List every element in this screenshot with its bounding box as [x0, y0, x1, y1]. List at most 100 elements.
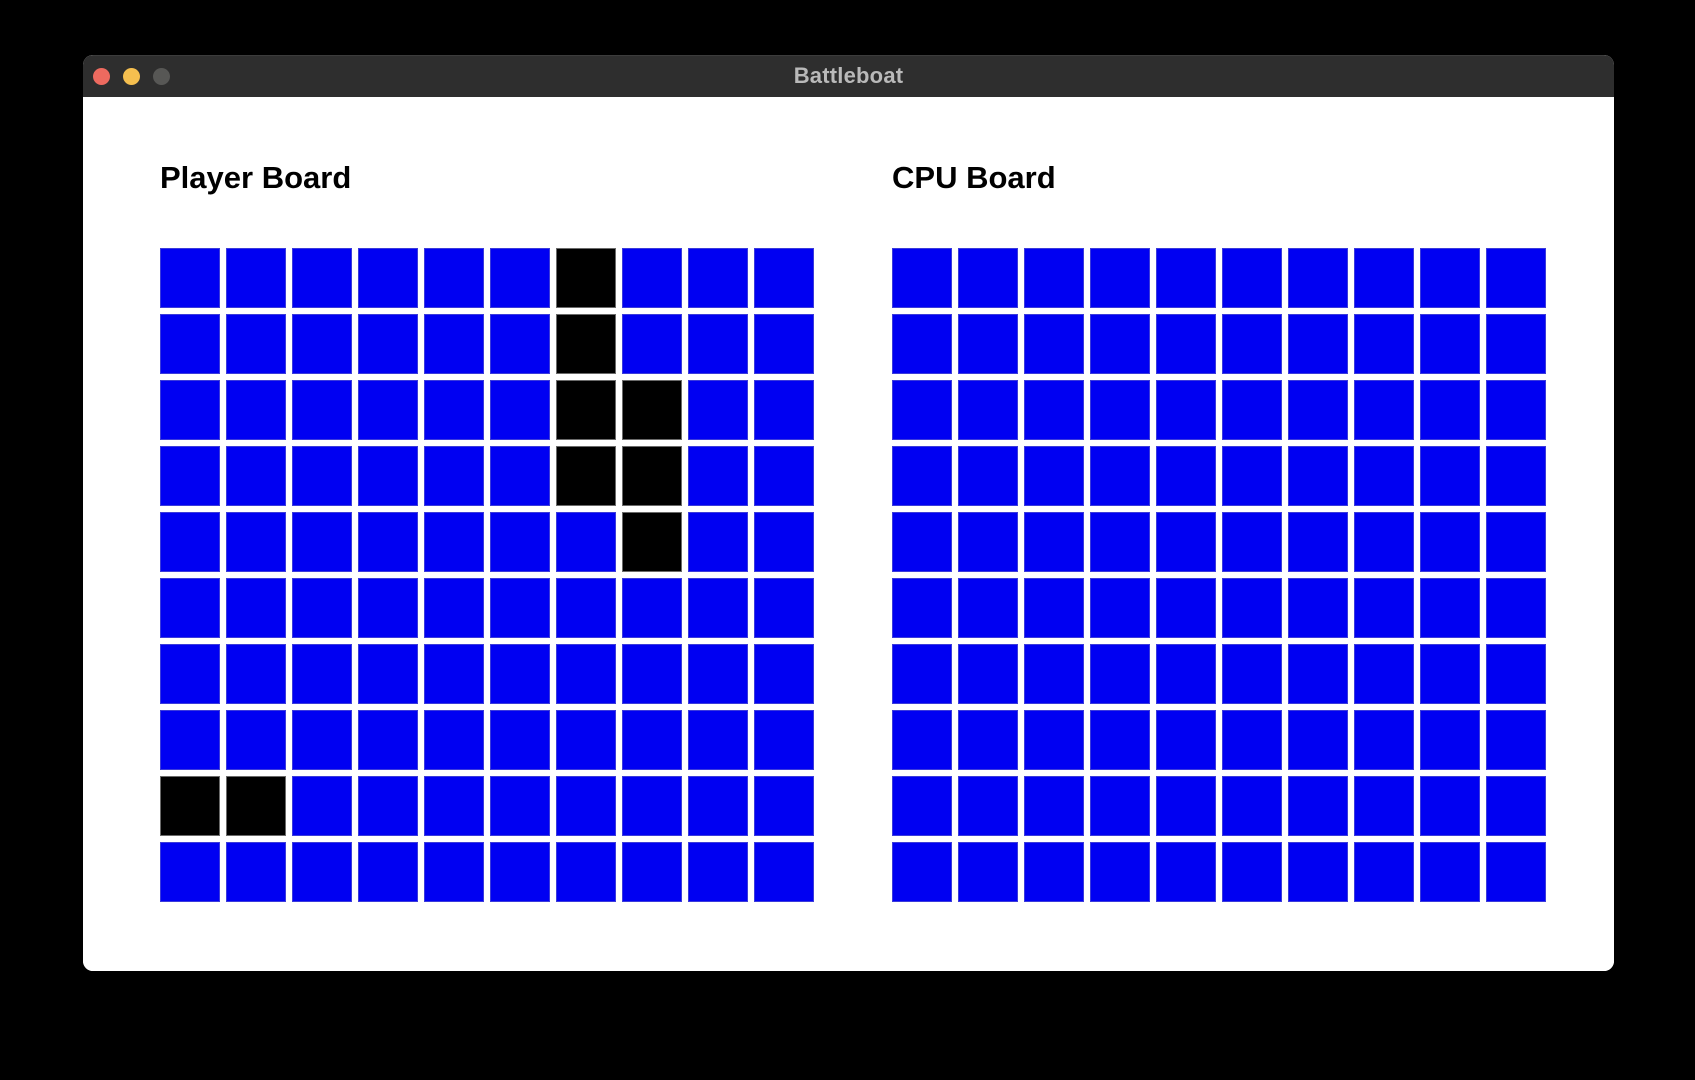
cpu-cell-r1c3[interactable] [1090, 314, 1150, 374]
cpu-cell-r5c3[interactable] [1090, 578, 1150, 638]
cpu-cell-r0c8[interactable] [1420, 248, 1480, 308]
cpu-cell-r7c9[interactable] [1486, 710, 1546, 770]
cpu-cell-r9c1[interactable] [958, 842, 1018, 902]
cpu-cell-r1c1[interactable] [958, 314, 1018, 374]
cpu-cell-r7c2[interactable] [1024, 710, 1084, 770]
cpu-cell-r0c6[interactable] [1288, 248, 1348, 308]
cpu-cell-r7c8[interactable] [1420, 710, 1480, 770]
cpu-cell-r8c7[interactable] [1354, 776, 1414, 836]
cpu-cell-r5c8[interactable] [1420, 578, 1480, 638]
cpu-cell-r8c6[interactable] [1288, 776, 1348, 836]
cpu-cell-r8c1[interactable] [958, 776, 1018, 836]
cpu-cell-r8c9[interactable] [1486, 776, 1546, 836]
minimize-button[interactable] [123, 67, 140, 85]
cpu-cell-r2c5[interactable] [1222, 380, 1282, 440]
cpu-cell-r4c8[interactable] [1420, 512, 1480, 572]
cpu-cell-r9c5[interactable] [1222, 842, 1282, 902]
cpu-cell-r9c3[interactable] [1090, 842, 1150, 902]
cpu-cell-r4c5[interactable] [1222, 512, 1282, 572]
cpu-cell-r2c0[interactable] [892, 380, 952, 440]
cpu-cell-r3c0[interactable] [892, 446, 952, 506]
cpu-cell-r1c8[interactable] [1420, 314, 1480, 374]
cpu-cell-r0c7[interactable] [1354, 248, 1414, 308]
cpu-cell-r1c5[interactable] [1222, 314, 1282, 374]
cpu-cell-r8c2[interactable] [1024, 776, 1084, 836]
cpu-cell-r8c3[interactable] [1090, 776, 1150, 836]
cpu-cell-r4c0[interactable] [892, 512, 952, 572]
cpu-cell-r9c8[interactable] [1420, 842, 1480, 902]
cpu-cell-r9c0[interactable] [892, 842, 952, 902]
cpu-cell-r7c4[interactable] [1156, 710, 1216, 770]
cpu-cell-r1c6[interactable] [1288, 314, 1348, 374]
cpu-cell-r4c6[interactable] [1288, 512, 1348, 572]
cpu-cell-r6c9[interactable] [1486, 644, 1546, 704]
cpu-cell-r2c8[interactable] [1420, 380, 1480, 440]
cpu-cell-r7c7[interactable] [1354, 710, 1414, 770]
cpu-cell-r7c5[interactable] [1222, 710, 1282, 770]
cpu-cell-r5c1[interactable] [958, 578, 1018, 638]
cpu-cell-r1c7[interactable] [1354, 314, 1414, 374]
cpu-cell-r0c0[interactable] [892, 248, 952, 308]
cpu-cell-r5c5[interactable] [1222, 578, 1282, 638]
close-button[interactable] [93, 67, 110, 85]
cpu-cell-r1c0[interactable] [892, 314, 952, 374]
cpu-cell-r7c6[interactable] [1288, 710, 1348, 770]
cpu-cell-r3c8[interactable] [1420, 446, 1480, 506]
cpu-cell-r8c4[interactable] [1156, 776, 1216, 836]
cpu-cell-r3c3[interactable] [1090, 446, 1150, 506]
cpu-cell-r4c4[interactable] [1156, 512, 1216, 572]
cpu-cell-r3c7[interactable] [1354, 446, 1414, 506]
cpu-cell-r5c6[interactable] [1288, 578, 1348, 638]
zoom-button[interactable] [153, 67, 170, 85]
cpu-cell-r8c0[interactable] [892, 776, 952, 836]
cpu-cell-r0c3[interactable] [1090, 248, 1150, 308]
cpu-cell-r6c7[interactable] [1354, 644, 1414, 704]
cpu-cell-r2c7[interactable] [1354, 380, 1414, 440]
cpu-cell-r4c7[interactable] [1354, 512, 1414, 572]
cpu-cell-r2c2[interactable] [1024, 380, 1084, 440]
cpu-cell-r2c1[interactable] [958, 380, 1018, 440]
cpu-cell-r9c4[interactable] [1156, 842, 1216, 902]
cpu-cell-r5c0[interactable] [892, 578, 952, 638]
cpu-cell-r3c9[interactable] [1486, 446, 1546, 506]
cpu-cell-r8c5[interactable] [1222, 776, 1282, 836]
cpu-cell-r6c4[interactable] [1156, 644, 1216, 704]
cpu-cell-r1c4[interactable] [1156, 314, 1216, 374]
cpu-cell-r8c8[interactable] [1420, 776, 1480, 836]
cpu-cell-r6c2[interactable] [1024, 644, 1084, 704]
cpu-cell-r5c9[interactable] [1486, 578, 1546, 638]
cpu-cell-r6c8[interactable] [1420, 644, 1480, 704]
cpu-cell-r6c6[interactable] [1288, 644, 1348, 704]
cpu-cell-r0c4[interactable] [1156, 248, 1216, 308]
cpu-cell-r0c5[interactable] [1222, 248, 1282, 308]
cpu-cell-r0c1[interactable] [958, 248, 1018, 308]
cpu-cell-r3c5[interactable] [1222, 446, 1282, 506]
cpu-cell-r3c1[interactable] [958, 446, 1018, 506]
cpu-cell-r1c9[interactable] [1486, 314, 1546, 374]
cpu-cell-r4c3[interactable] [1090, 512, 1150, 572]
cpu-cell-r2c3[interactable] [1090, 380, 1150, 440]
cpu-cell-r2c9[interactable] [1486, 380, 1546, 440]
cpu-cell-r5c4[interactable] [1156, 578, 1216, 638]
cpu-cell-r3c6[interactable] [1288, 446, 1348, 506]
cpu-cell-r6c3[interactable] [1090, 644, 1150, 704]
cpu-cell-r6c0[interactable] [892, 644, 952, 704]
cpu-cell-r4c9[interactable] [1486, 512, 1546, 572]
title-bar[interactable]: Battleboat [83, 55, 1614, 97]
cpu-cell-r5c2[interactable] [1024, 578, 1084, 638]
cpu-cell-r2c4[interactable] [1156, 380, 1216, 440]
cpu-cell-r5c7[interactable] [1354, 578, 1414, 638]
cpu-cell-r7c1[interactable] [958, 710, 1018, 770]
cpu-cell-r2c6[interactable] [1288, 380, 1348, 440]
cpu-cell-r4c2[interactable] [1024, 512, 1084, 572]
cpu-cell-r3c2[interactable] [1024, 446, 1084, 506]
cpu-cell-r9c9[interactable] [1486, 842, 1546, 902]
cpu-cell-r1c2[interactable] [1024, 314, 1084, 374]
cpu-cell-r7c3[interactable] [1090, 710, 1150, 770]
cpu-cell-r3c4[interactable] [1156, 446, 1216, 506]
cpu-cell-r6c1[interactable] [958, 644, 1018, 704]
cpu-cell-r9c2[interactable] [1024, 842, 1084, 902]
cpu-cell-r0c9[interactable] [1486, 248, 1546, 308]
cpu-cell-r7c0[interactable] [892, 710, 952, 770]
cpu-cell-r4c1[interactable] [958, 512, 1018, 572]
